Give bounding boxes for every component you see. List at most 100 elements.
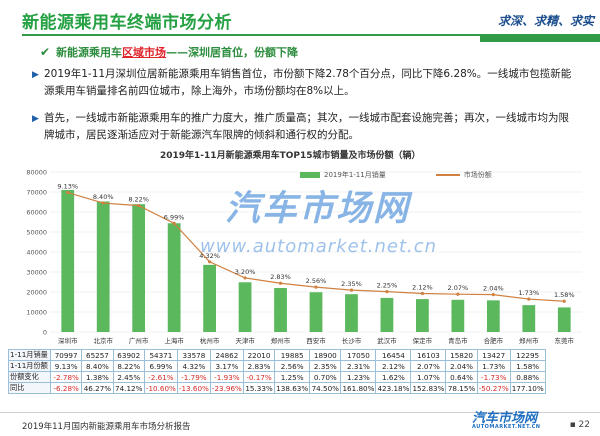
share-data-label: 3.20% [235,268,256,276]
x-tick-label: 郑州市 [271,336,291,345]
table-cell: 70997 [49,349,83,361]
x-tick-label: 西安市 [306,336,326,345]
table-cell: 2.83% [242,360,276,372]
share-data-label: 8.40% [93,193,114,201]
table-cell: 423.18% [375,382,412,394]
share-point [137,204,141,208]
table-cell: -23.96% [209,382,244,394]
x-tick-label: 天津市 [235,336,255,345]
table-cell: 1.58% [509,360,546,372]
footer-rule [0,412,600,413]
table-cell: 2.56% [274,360,311,372]
share-point [385,290,389,294]
table-cell: 2.45% [112,371,145,383]
share-point [420,291,424,296]
share-data-label: 2.25% [377,282,398,290]
title-rule-accent [480,36,600,42]
table-cell: 46.27% [81,382,114,394]
bullet-2-text: 首先，一线城市新能源乘用车的推广力度大，推广质量高；其次，一线城市配套设施完善；… [44,112,569,141]
legend-share: 市场份额 [435,170,492,180]
table-cell: 18900 [309,349,342,361]
table-cell: 138.63% [274,382,311,394]
bullet-1-text: 2019年1-11月深圳位居新能源乘用车销售首位，市份额下降2.78个百分点，同… [44,68,572,97]
table-cell: 33578 [176,349,211,361]
data-table: 1-11月销量 70997 65257 63902 54371 33578 24862 220… [8,349,546,394]
x-tick-label: 深圳市 [58,336,78,345]
share-point [243,276,247,280]
sales-bar [451,299,465,332]
bullet-arrow-icon: ▶ [32,70,39,80]
table-cell: 4.32% [176,360,211,372]
bullet-2: ▶ 首先，一线城市新能源乘用车的推广力度大，推广质量高；其次，一线城市配套设施完… [32,110,577,144]
table-cell: 0.88% [509,371,546,383]
y-tick-label: 50000 [26,229,47,237]
sales-chart: 0 10000 20000 30000 40000 50000 60000 70000 8000… [26,169,582,345]
y-tick-label: 60000 [26,209,47,217]
table-cell: 2.07% [410,360,447,372]
table-cell: 177.10% [509,382,546,394]
slogan: 求深、求精、求实 [497,14,594,28]
table-cell: 6.99% [143,360,178,372]
chart-title: 2019年1-11月新能源乘用车TOP15城市销量及市场份额（辆） [160,151,421,161]
footer-text: 2019年11月国内新能源乘用车市场分析报告 [22,422,191,432]
table-row: 1-11月销量 70997 65257 63902 54371 33578 24862 220… [8,349,546,361]
x-tick-label: 青岛市 [448,336,468,345]
sales-bar [132,204,146,332]
table-row: 同比 -6.28% 46.27% 74.12% -10.60% -13.60% -23.96… [8,382,546,394]
x-tick-label: 郑州市 [519,336,539,345]
table-cell: 74.50% [309,382,342,394]
table-cell: 3.17% [209,360,244,372]
share-point [172,221,176,225]
watermark-url: www.automarket.net.cn [200,236,438,257]
section-highlight: 区域市场 [122,46,167,59]
section-suffix: ——深圳居首位，份额下降 [166,46,299,59]
share-point [456,292,460,296]
share-data-label: 9.13% [57,183,78,191]
table-cell: 8.40% [81,360,114,372]
table-cell: 63902 [112,349,145,361]
table-cell: 1.07% [410,371,447,383]
share-data-label: 2.04% [483,285,504,293]
y-tick-label: 40000 [26,249,47,257]
row-label: 1-11月份额 [8,360,51,372]
row-label: 份额变化 [8,371,51,383]
page-number: ▪ 22 [569,420,590,430]
table-cell: -1.73% [476,371,511,383]
table-cell: 54371 [143,349,178,361]
sales-bar [96,201,110,332]
sales-bar [61,190,75,332]
sales-bar [238,282,252,332]
share-point [278,281,283,285]
table-cell: 24862 [209,349,244,361]
y-tick-label: 70000 [26,189,47,197]
x-tick-label: 武汉市 [377,336,397,345]
table-cell: 152.83% [410,382,447,394]
row-label: 1-11月销量 [8,349,51,361]
x-tick-label: 杭州市 [200,336,220,345]
table-cell: 15.33% [242,382,276,394]
table-cell: 2.12% [375,360,412,372]
table-cell: -10.60% [143,382,178,394]
table-cell: 16103 [410,349,447,361]
share-point [491,293,495,297]
share-data-label: 2.83% [270,273,291,281]
table-cell: 17050 [340,349,377,361]
sales-bar [416,299,429,332]
table-cell: 12295 [509,349,546,361]
table-cell: 8.22% [112,360,145,372]
table-row: 份额变化 -2.78% 1.38% 2.45% -2.61% -1.79% -1.93% -0… [8,371,546,383]
check-icon: ✔ [40,45,51,59]
table-cell: 1.25% [274,371,311,383]
table-cell: 0.64% [445,371,478,383]
x-tick-label: 长沙市 [342,336,362,345]
table-cell: -2.78% [49,371,83,383]
y-tick-label: 10000 [26,309,47,317]
section-prefix: 新能源乘用车 [56,46,123,59]
share-point [527,297,531,301]
table-cell: -6.28% [49,382,83,394]
table-cell: 2.04% [445,360,478,372]
share-data-label: 2.07% [448,284,469,292]
y-tick-label: 20000 [26,289,47,297]
table-cell: 16454 [375,349,412,361]
x-tick-label: 保定市 [413,336,433,345]
